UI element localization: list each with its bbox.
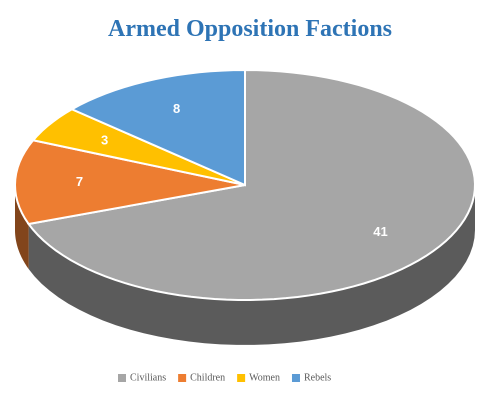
data-label: 8 <box>173 101 180 116</box>
slice-side <box>28 185 475 345</box>
legend-swatch <box>237 374 246 382</box>
chart-title: Armed Opposition Factions <box>108 16 392 42</box>
legend-label: Rebels <box>304 372 331 383</box>
slice <box>31 108 246 186</box>
legend-swatch <box>118 374 126 382</box>
legend-label: Children <box>190 372 225 383</box>
slice <box>26 68 476 301</box>
legend-label: Civilians <box>130 372 166 383</box>
data-label: 7 <box>76 174 83 189</box>
legend-swatch <box>291 374 300 382</box>
legend-swatch <box>178 374 187 382</box>
data-label: 3 <box>101 133 108 148</box>
legend-label: Women <box>249 372 280 383</box>
slice <box>69 68 246 187</box>
data-labels: 41 7 3 8 <box>76 101 388 239</box>
pie-tops <box>13 68 476 301</box>
slice <box>13 139 246 226</box>
data-label: 41 <box>373 224 387 239</box>
legend: Civilians Children Women Rebels <box>118 372 331 383</box>
